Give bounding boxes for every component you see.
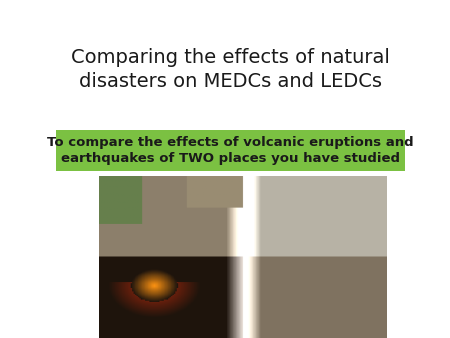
Text: Comparing the effects of natural
disasters on MEDCs and LEDCs: Comparing the effects of natural disaste…: [71, 48, 390, 91]
Text: To compare the effects of volcanic eruptions and
earthquakes of TWO places you h: To compare the effects of volcanic erupt…: [47, 136, 414, 165]
FancyBboxPatch shape: [56, 130, 405, 171]
